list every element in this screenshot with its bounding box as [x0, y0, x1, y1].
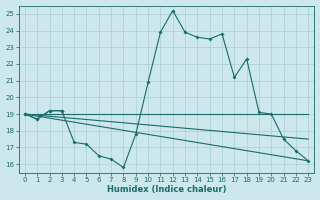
X-axis label: Humidex (Indice chaleur): Humidex (Indice chaleur) [107, 185, 226, 194]
